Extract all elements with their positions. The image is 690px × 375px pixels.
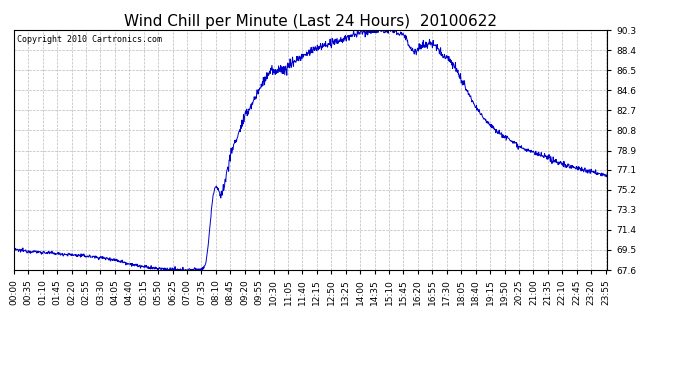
Text: Copyright 2010 Cartronics.com: Copyright 2010 Cartronics.com <box>17 35 161 44</box>
Title: Wind Chill per Minute (Last 24 Hours)  20100622: Wind Chill per Minute (Last 24 Hours) 20… <box>124 14 497 29</box>
